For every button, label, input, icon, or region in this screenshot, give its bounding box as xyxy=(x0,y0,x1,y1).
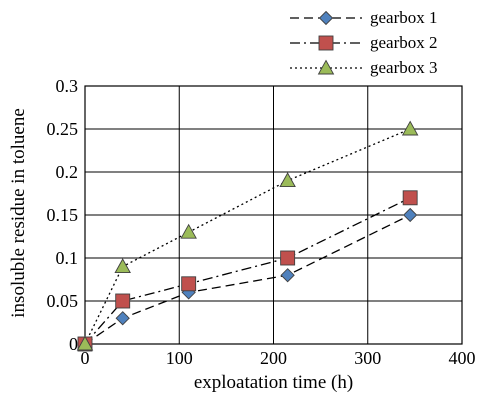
x-tick-label: 300 xyxy=(354,348,381,368)
legend-marker xyxy=(317,59,335,75)
legend-marker xyxy=(318,35,334,51)
legend-marker xyxy=(318,10,334,26)
y-tick-label: 0.05 xyxy=(47,291,79,311)
x-tick-label: 200 xyxy=(260,348,287,368)
y-tick-label: 0 xyxy=(69,334,78,354)
series-line-1 xyxy=(84,214,411,345)
y-tick-label: 0.2 xyxy=(56,162,79,182)
series-line-2 xyxy=(84,197,411,345)
data-point xyxy=(402,190,418,206)
y-tick-label: 0.15 xyxy=(47,205,79,225)
y-axis-label: insoluble residue in toluene xyxy=(8,108,29,317)
series-line-3 xyxy=(84,128,411,345)
data-point xyxy=(115,293,131,309)
data-point xyxy=(280,268,295,283)
legend-label: gearbox 1 xyxy=(370,8,438,27)
x-axis-label: exploatation time (h) xyxy=(194,372,353,393)
y-tick-label: 0.25 xyxy=(47,119,79,139)
series-lines xyxy=(84,128,411,345)
x-tick-label: 100 xyxy=(166,348,193,368)
y-tick-label: 0.1 xyxy=(56,248,79,268)
data-point xyxy=(115,311,130,326)
legend-label: gearbox 3 xyxy=(370,58,438,77)
legend: gearbox 1 gearbox 2 gearbox 3 xyxy=(290,8,438,77)
data-point xyxy=(114,258,131,274)
legend-label: gearbox 2 xyxy=(370,33,438,52)
plot-frame xyxy=(84,85,463,345)
data-point xyxy=(76,335,94,351)
x-axis-ticks: 0 100 200 300 400 xyxy=(81,348,476,368)
data-point xyxy=(181,276,197,292)
data-point xyxy=(180,223,197,239)
y-tick-label: 0.3 xyxy=(56,76,79,96)
x-tick-label: 0 xyxy=(81,348,90,368)
x-tick-label: 400 xyxy=(449,348,476,368)
data-point xyxy=(403,207,418,223)
series-markers xyxy=(76,120,419,352)
data-point xyxy=(279,172,296,188)
data-point xyxy=(401,120,419,136)
data-point xyxy=(280,250,296,266)
y-axis-ticks: 0 0.05 0.1 0.15 0.2 0.25 0.3 xyxy=(47,76,79,354)
